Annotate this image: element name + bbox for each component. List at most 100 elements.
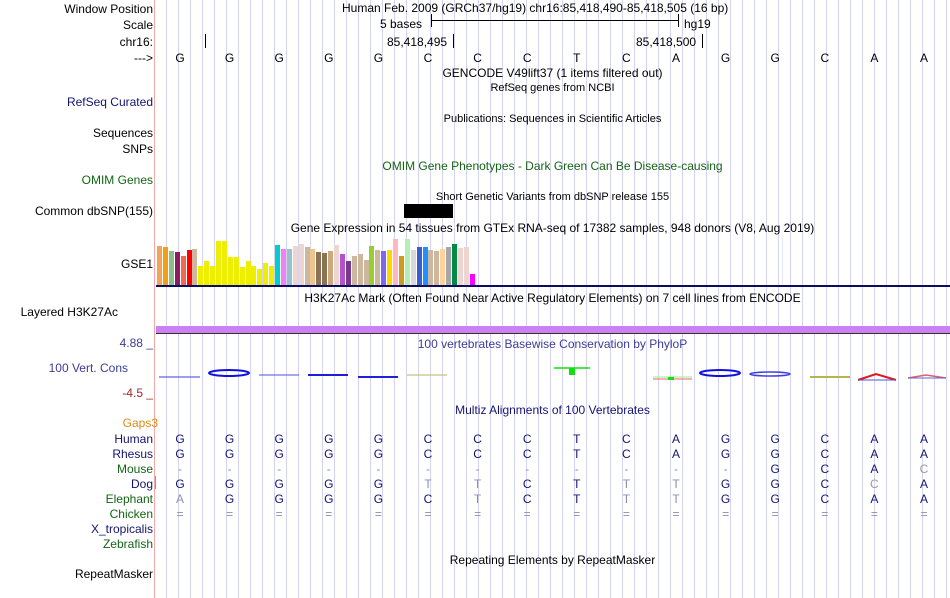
gtex-tissue-bar[interactable] [186,250,192,286]
label-snps[interactable]: SNPs [122,142,153,156]
gtex-tissue-bar[interactable] [174,252,180,286]
gtex-tissue-bar[interactable] [381,251,387,286]
label-window-position[interactable]: Window Position [64,2,153,16]
label-strand[interactable]: ---> [134,51,153,65]
label-gse1[interactable]: GSE1 [120,257,153,271]
alignment-base: = [374,507,382,521]
gtex-tissue-bar[interactable] [345,261,351,286]
gencode-title[interactable]: GENCODE V49lift37 (1 items filtered out) [442,66,663,80]
gtex-tissue-bar[interactable] [463,247,469,286]
label-dbsnp[interactable]: Common dbSNP(155) [34,204,153,218]
gtex-tissue-bar[interactable] [457,248,463,286]
gtex-tissue-bar[interactable] [334,245,339,286]
h3k27ac-title[interactable]: H3K27Ac Mark (Often Found Near Active Re… [304,291,801,305]
species-label[interactable]: Human [114,432,153,446]
gtex-tissue-bar[interactable] [286,249,292,286]
gtex-tissue-bar[interactable] [393,239,398,286]
alignment-base: = [176,507,184,521]
label-scale[interactable]: Scale [122,18,153,32]
gtex-tissue-bar[interactable] [280,249,286,286]
alignment-base: = [424,507,432,521]
gtex-tissue-bar[interactable] [245,261,251,286]
species-label[interactable]: X_tropicalis [90,522,153,536]
gtex-tissue-bar[interactable] [351,256,357,286]
gtex-tissue-bar[interactable] [440,249,446,286]
repeatmasker-title[interactable]: Repeating Elements by RepeatMasker [449,553,656,567]
gtex-tissue-bar[interactable] [363,260,369,286]
sequence-base: C [820,51,830,65]
gtex-tissue-bar[interactable] [328,251,334,286]
label-chrom[interactable]: chr16: [119,35,153,49]
h3k27ac-signal[interactable] [156,326,950,333]
gtex-tissue-bar[interactable] [239,267,245,286]
gtex-tissue-bar[interactable] [316,252,322,286]
gtex-title[interactable]: Gene Expression in 54 tissues from GTEx … [290,221,815,235]
sidebar-divider [154,0,155,598]
gtex-tissue-bar[interactable] [404,239,410,286]
gtex-tissue-bar[interactable] [210,266,216,286]
gtex-tissue-bar[interactable] [369,246,375,286]
gtex-tissue-bar[interactable] [198,266,204,286]
dbsnp-title[interactable]: Short Genetic Variants from dbSNP releas… [435,191,670,203]
gtex-tissue-bar[interactable] [298,244,304,286]
gtex-tissue-bar[interactable] [257,269,263,286]
species-label[interactable]: Dog [130,477,153,491]
gtex-tissue-bar[interactable] [310,249,316,286]
gtex-tissue-bar[interactable] [422,247,428,286]
species-label[interactable]: Elephant [105,492,153,506]
alignment-base: C [473,432,482,446]
gtex-tissue-bar[interactable] [416,247,422,286]
alignment-base: - [326,462,331,476]
gtex-tissue-bar[interactable] [275,245,280,286]
label-h3k27ac[interactable]: Layered H3K27Ac [20,305,118,319]
gtex-tissue-bar[interactable] [304,247,310,286]
alignment-base: G [175,477,185,491]
multiz-title[interactable]: Multiz Alignments of 100 Vertebrates [175,403,930,417]
gtex-tissue-bar[interactable] [216,241,221,286]
gtex-tissue-bar[interactable] [428,250,434,286]
species-label[interactable]: Mouse [116,462,153,476]
label-phylop[interactable]: 100 Vert. Cons [48,361,128,375]
label-sequences[interactable]: Sequences [92,126,153,140]
gtex-tissue-bar[interactable] [322,253,328,286]
gtex-tissue-bar[interactable] [339,254,345,286]
gtex-tissue-bar[interactable] [168,251,174,286]
species-label[interactable]: Rhesus [112,447,153,461]
species-label[interactable]: Zebrafish [102,537,153,551]
gtex-tissue-bar[interactable] [192,249,198,286]
label-refseq[interactable]: RefSeq Curated [66,95,153,109]
species-label[interactable]: Chicken [109,507,153,521]
omim-title[interactable]: OMIM Gene Phenotypes - Dark Green Can Be… [382,159,723,173]
gtex-tissue-bar[interactable] [446,247,452,286]
refseq-title[interactable]: RefSeq genes from NCBI [490,82,615,94]
alignment-base: C [919,462,929,476]
gtex-tissue-bar[interactable] [227,257,233,286]
gtex-tissue-bar[interactable] [263,263,269,286]
gtex-tissue-bar[interactable] [398,256,404,286]
label-gaps[interactable]: Gaps3 [122,416,158,430]
gtex-tissue-bar[interactable] [204,261,210,286]
gtex-tissue-bar[interactable] [357,254,363,286]
gtex-tissue-bar[interactable] [375,250,381,286]
gtex-tissue-bar[interactable] [452,244,457,286]
label-repeatmasker[interactable]: RepeatMasker [74,567,153,581]
label-omim[interactable]: OMIM Genes [81,173,153,187]
gtex-tissue-bar[interactable] [251,266,257,286]
gtex-tissue-bar[interactable] [221,241,227,286]
publications-title[interactable]: Publications: Sequences in Scientific Ar… [443,113,662,125]
gtex-tissue-bar[interactable] [469,274,475,286]
gtex-tissue-bar[interactable] [180,256,186,286]
dbsnp-variant[interactable] [404,204,453,218]
gtex-tissue-bar[interactable] [162,247,168,286]
alignment-base: A [870,447,879,461]
alignment-base: - [525,462,530,476]
gtex-tissue-bar[interactable] [292,246,298,286]
gtex-tissue-bar[interactable] [269,266,275,286]
phylop-logo[interactable] [156,355,950,390]
gtex-tissue-bar[interactable] [157,246,162,286]
phylop-title[interactable]: 100 vertebrates Basewise Conservation by… [417,337,688,351]
gtex-tissue-bar[interactable] [233,257,239,286]
gtex-tissue-bar[interactable] [387,250,393,286]
gtex-tissue-bar[interactable] [410,250,416,286]
gtex-tissue-bar[interactable] [434,251,440,286]
